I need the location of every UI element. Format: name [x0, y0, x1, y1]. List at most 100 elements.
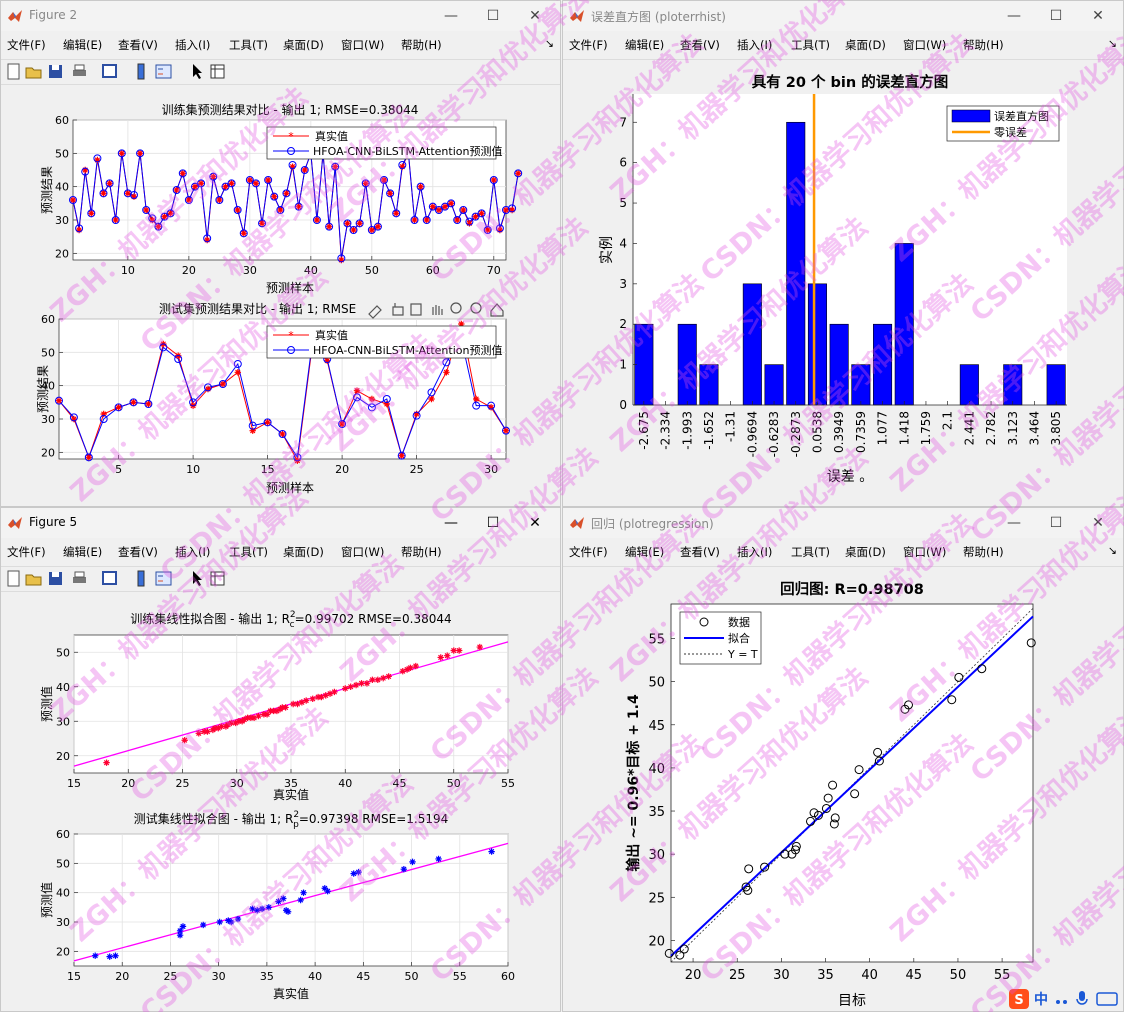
menu-desktop[interactable]: 桌面(D)	[283, 38, 324, 52]
histogram-plot-area: -2.675 -2.334 -1.993 -1.652 -1.31 -0.9694 -0.6…	[563, 59, 1123, 506]
menu-file[interactable]: 文件(F)	[7, 38, 46, 52]
window-title: 误差直方图 (ploterrhist)	[591, 10, 726, 24]
menu-desktop[interactable]: 桌面(D)	[845, 545, 886, 559]
pan-icon[interactable]	[432, 305, 443, 315]
predicted-point	[331, 162, 340, 171]
menu-bar: 文件(F) 编辑(E) 查看(V) 插入(I) 工具(T) 桌面(D) 窗口(W…	[563, 542, 1123, 562]
punctuation-icon[interactable]	[1054, 992, 1070, 1008]
menu-insert[interactable]: 插入(I)	[175, 38, 211, 52]
menu-file[interactable]: 文件(F)	[569, 38, 608, 52]
menu-help[interactable]: 帮助(H)	[401, 38, 442, 52]
predicted-point	[278, 430, 287, 438]
menu-view[interactable]: 查看(V)	[118, 545, 158, 559]
menu-help[interactable]: 帮助(H)	[963, 38, 1004, 52]
brush-icon[interactable]	[368, 305, 382, 319]
close-button[interactable]: ✕	[1092, 515, 1104, 531]
export-icon[interactable]	[410, 303, 422, 316]
link-plot-icon[interactable]	[101, 570, 118, 587]
menu-edit[interactable]: 编辑(E)	[63, 38, 103, 52]
zoom-out-icon[interactable]	[470, 302, 482, 314]
menu-help[interactable]: 帮助(H)	[401, 545, 442, 559]
property-editor-icon[interactable]	[209, 63, 226, 80]
title-bar[interactable]: Figure 2 — ☐ ✕	[1, 1, 560, 31]
predicted-point	[84, 453, 93, 462]
menu-overflow-icon[interactable]: ↘	[544, 37, 554, 50]
menu-edit[interactable]: 编辑(E)	[625, 38, 665, 52]
open-file-icon[interactable]	[25, 570, 42, 587]
menu-view[interactable]: 查看(V)	[680, 38, 720, 52]
scatter-point	[234, 915, 242, 923]
maximize-button[interactable]: ☐	[486, 8, 500, 24]
menu-overflow-icon[interactable]: ↘	[1107, 37, 1117, 50]
open-file-icon[interactable]	[25, 63, 42, 80]
menu-insert[interactable]: 插入(I)	[175, 545, 211, 559]
menu-edit[interactable]: 编辑(E)	[63, 545, 103, 559]
menu-help[interactable]: 帮助(H)	[963, 545, 1004, 559]
menu-window[interactable]: 窗口(W)	[903, 545, 947, 559]
maximize-button[interactable]: ☐	[486, 515, 500, 531]
menu-tools[interactable]: 工具(T)	[229, 545, 268, 559]
legend-icon[interactable]	[155, 63, 172, 80]
new-figure-icon[interactable]	[5, 570, 22, 587]
menu-desktop[interactable]: 桌面(D)	[845, 38, 886, 52]
close-button[interactable]: ✕	[529, 8, 541, 24]
colorbar-icon[interactable]	[133, 570, 150, 587]
maximize-button[interactable]: ☐	[1049, 8, 1063, 24]
menu-tools[interactable]: 工具(T)	[791, 38, 830, 52]
menu-view[interactable]: 查看(V)	[680, 545, 720, 559]
predicted-point	[218, 380, 227, 388]
menu-tools[interactable]: 工具(T)	[791, 545, 830, 559]
microphone-icon[interactable]	[1074, 990, 1090, 1008]
minimize-button[interactable]: —	[444, 8, 458, 24]
scatter-point	[263, 711, 271, 718]
menu-window[interactable]: 窗口(W)	[341, 545, 385, 559]
colorbar-icon[interactable]	[133, 63, 150, 80]
pointer-icon[interactable]	[189, 570, 206, 587]
minimize-button[interactable]: —	[1007, 515, 1021, 531]
title-bar[interactable]: 回归 (plotregression) — ☐ ✕	[563, 508, 1123, 538]
zoom-in-icon[interactable]	[450, 302, 462, 314]
save-icon[interactable]	[47, 570, 64, 587]
ime-mode-label[interactable]: 中	[1034, 992, 1048, 1008]
menu-tools[interactable]: 工具(T)	[229, 38, 268, 52]
print-icon[interactable]	[71, 570, 88, 587]
menu-insert[interactable]: 插入(I)	[737, 38, 773, 52]
legend-icon[interactable]	[155, 570, 172, 587]
x-tick-label: 35	[260, 970, 274, 983]
new-figure-icon[interactable]	[5, 63, 22, 80]
menu-window[interactable]: 窗口(W)	[341, 38, 385, 52]
sogou-ime-icon[interactable]: S	[1008, 988, 1030, 1010]
pointer-icon[interactable]	[189, 63, 206, 80]
actual-point	[383, 400, 390, 408]
actual-point	[70, 415, 78, 423]
menu-view[interactable]: 查看(V)	[118, 38, 158, 52]
test-compare-ylabel: 预测结果	[36, 365, 50, 413]
menu-file[interactable]: 文件(F)	[7, 545, 46, 559]
close-button[interactable]: ✕	[1092, 8, 1104, 24]
keyboard-icon[interactable]	[1096, 990, 1118, 1008]
menu-overflow-icon[interactable]: ↘	[1107, 544, 1117, 557]
menu-insert[interactable]: 插入(I)	[737, 545, 773, 559]
data-tip-icon[interactable]	[392, 303, 404, 316]
minimize-button[interactable]: —	[444, 515, 458, 531]
predicted-point	[373, 222, 382, 231]
actual-point	[508, 206, 516, 214]
train-compare-legend[interactable]	[266, 126, 497, 160]
property-editor-icon[interactable]	[209, 570, 226, 587]
x-tick-label: 30	[212, 970, 226, 983]
home-icon[interactable]	[490, 303, 504, 317]
close-button[interactable]: ✕	[529, 515, 541, 531]
test-compare-legend[interactable]	[266, 325, 497, 359]
print-icon[interactable]	[71, 63, 88, 80]
scatter-point	[326, 690, 334, 697]
save-icon[interactable]	[47, 63, 64, 80]
menu-edit[interactable]: 编辑(E)	[625, 545, 665, 559]
maximize-button[interactable]: ☐	[1049, 515, 1063, 531]
menu-desktop[interactable]: 桌面(D)	[283, 545, 324, 559]
title-bar[interactable]: Figure 5 — ☐ ✕	[1, 508, 560, 538]
menu-file[interactable]: 文件(F)	[569, 545, 608, 559]
link-plot-icon[interactable]	[101, 63, 118, 80]
menu-window[interactable]: 窗口(W)	[903, 38, 947, 52]
minimize-button[interactable]: —	[1007, 8, 1021, 24]
title-bar[interactable]: 误差直方图 (ploterrhist) — ☐ ✕	[563, 1, 1123, 31]
